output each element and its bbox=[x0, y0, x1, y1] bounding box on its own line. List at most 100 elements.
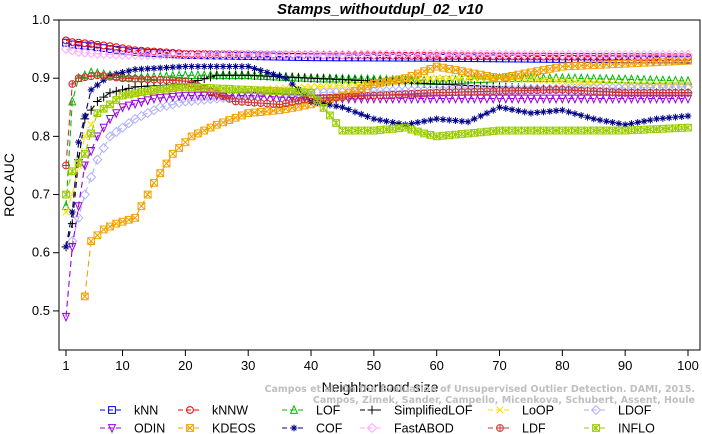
data-point-LDOF bbox=[92, 154, 103, 165]
data-point-KDEOS bbox=[426, 64, 435, 73]
data-point-COF bbox=[188, 63, 196, 70]
data-point-LDOF bbox=[104, 131, 116, 142]
data-point-kNNW bbox=[665, 53, 674, 62]
data-point-LDF bbox=[514, 86, 523, 95]
data-point-ODIN bbox=[526, 94, 536, 104]
x-tick-label: 80 bbox=[555, 358, 569, 373]
data-point-KDEOS bbox=[300, 101, 309, 110]
data-point-INFLO bbox=[451, 130, 460, 139]
data-point-LDF bbox=[426, 89, 435, 97]
legend-marker bbox=[108, 406, 116, 414]
data-point-COF bbox=[458, 117, 466, 125]
y-tick-label: 0.9 bbox=[32, 70, 50, 85]
data-point-COF bbox=[414, 119, 422, 126]
data-point-LDF bbox=[269, 100, 278, 108]
data-point-LDF bbox=[489, 87, 498, 95]
y-tick-label: 0.8 bbox=[32, 128, 50, 143]
data-point-LDF bbox=[658, 88, 667, 97]
x-axis-label: Neighborhood size bbox=[322, 379, 439, 395]
data-point-ODIN bbox=[520, 94, 529, 104]
data-point-INFLO bbox=[382, 125, 391, 134]
data-point-INFLO bbox=[137, 88, 146, 97]
data-point-INFLO bbox=[684, 123, 692, 132]
data-point-COF bbox=[137, 65, 145, 73]
data-point-LDF bbox=[646, 88, 655, 97]
legend-item-LoOP: LoOP bbox=[488, 404, 554, 418]
data-point-COF bbox=[94, 81, 101, 89]
data-point-COF bbox=[452, 117, 459, 125]
series-line-ODIN bbox=[65, 95, 688, 317]
data-point-COF bbox=[653, 115, 660, 123]
data-point-FastABOD bbox=[79, 47, 90, 58]
data-point-KDEOS bbox=[238, 111, 246, 120]
data-point-LDF bbox=[451, 88, 460, 97]
data-point-COF bbox=[427, 116, 434, 124]
data-point-LDF bbox=[589, 87, 598, 96]
data-point-COF bbox=[602, 117, 610, 125]
data-point-COF bbox=[533, 109, 541, 116]
data-point-COF bbox=[483, 109, 491, 117]
data-point-LoOP bbox=[388, 78, 397, 87]
data-point-SimplifiedLOF bbox=[67, 219, 77, 229]
data-point-COF bbox=[87, 86, 95, 94]
data-point-KDEOS bbox=[206, 123, 215, 132]
series-line-kNNW bbox=[65, 39, 689, 58]
data-point-LDF bbox=[162, 76, 171, 85]
data-point-COF bbox=[320, 100, 327, 108]
data-point-KDEOS bbox=[256, 108, 265, 116]
data-point-COF bbox=[364, 113, 371, 120]
data-point-LoOP bbox=[445, 74, 454, 82]
data-point-LDOF bbox=[161, 100, 172, 111]
data-point-LDF bbox=[300, 95, 309, 104]
data-point-LoOP bbox=[439, 74, 447, 82]
data-point-LDF bbox=[627, 88, 636, 97]
data-point-COF bbox=[565, 108, 573, 116]
data-point-LDF bbox=[363, 92, 372, 100]
data-point-INFLO bbox=[168, 84, 177, 92]
data-point-COF bbox=[571, 110, 579, 118]
data-point-LDF bbox=[288, 98, 297, 106]
legend-label: LOF bbox=[316, 404, 341, 418]
data-point-INFLO bbox=[426, 131, 435, 139]
data-point-INFLO bbox=[332, 119, 341, 127]
data-point-INFLO bbox=[143, 87, 152, 95]
data-point-LDF bbox=[677, 88, 686, 97]
data-point-ODIN bbox=[149, 94, 159, 104]
data-point-LDF bbox=[338, 93, 347, 101]
data-point-KDEOS bbox=[87, 237, 96, 245]
data-point-SimplifiedLOF bbox=[105, 88, 115, 98]
data-point-KDEOS bbox=[99, 225, 108, 234]
data-point-COF bbox=[144, 65, 152, 73]
data-point-FastABOD bbox=[73, 46, 84, 58]
x-tick-label: 10 bbox=[115, 358, 129, 373]
data-point-LDF bbox=[527, 86, 535, 95]
data-point-KDEOS bbox=[520, 69, 529, 78]
series-line-COF bbox=[65, 65, 689, 247]
data-point-LDF bbox=[143, 75, 152, 84]
data-point-LDF bbox=[539, 86, 548, 94]
data-point-COF bbox=[345, 106, 353, 113]
data-point-ODIN bbox=[551, 94, 561, 104]
data-point-LDF bbox=[388, 90, 397, 99]
data-point-KDEOS bbox=[168, 149, 177, 158]
legend-marker bbox=[496, 406, 504, 414]
data-point-COF bbox=[540, 108, 547, 116]
data-point-KDEOS bbox=[212, 120, 221, 129]
data-point-ODIN bbox=[93, 132, 102, 142]
data-point-LDF bbox=[275, 100, 284, 109]
legend-label: SimplifiedLOF bbox=[394, 404, 473, 418]
data-point-KDEOS bbox=[376, 78, 385, 87]
data-point-LOF bbox=[545, 72, 554, 83]
x-tick-label: 30 bbox=[241, 358, 255, 373]
data-point-COF bbox=[119, 68, 126, 76]
series-line-LDOF bbox=[71, 86, 689, 242]
data-point-INFLO bbox=[464, 129, 473, 138]
data-point-COF bbox=[383, 117, 390, 125]
data-point-COF bbox=[276, 72, 284, 80]
data-point-LDF bbox=[413, 89, 422, 98]
data-point-COF bbox=[502, 105, 510, 112]
data-point-KDEOS bbox=[539, 66, 548, 74]
legend-item-LDOF: LDOF bbox=[584, 404, 652, 418]
data-point-COF bbox=[257, 67, 265, 74]
data-point-LDF bbox=[571, 86, 579, 95]
